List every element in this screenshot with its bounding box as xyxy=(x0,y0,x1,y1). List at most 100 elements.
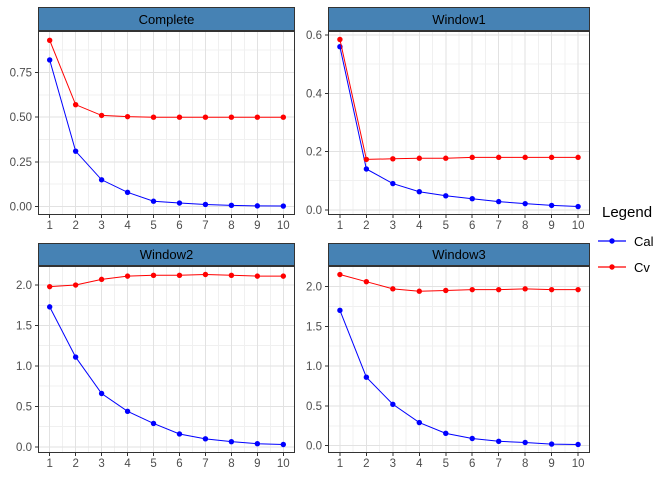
data-point-cv xyxy=(495,154,502,161)
facet-plot-area: 1 2 3 4 5 6 7 8 9 10 0.0 0.5 1.0 1.5 2.0 xyxy=(16,266,295,470)
data-point-cal xyxy=(548,202,555,209)
data-point-cal xyxy=(46,57,53,63)
x-axis-tick-label: 7 xyxy=(202,220,208,232)
legend: Legend Cal Cv xyxy=(597,204,672,280)
x-axis-tick-label: 1 xyxy=(46,458,52,470)
y-axis-tick-label: 2.0 xyxy=(306,281,322,293)
data-point-cal xyxy=(46,304,53,310)
data-point-cal xyxy=(443,193,449,199)
facet-strip: Window1 xyxy=(328,7,590,31)
data-point-cal xyxy=(280,203,287,209)
facet-title: Window3 xyxy=(432,247,486,262)
facet-strip: Window2 xyxy=(38,243,295,266)
series-line-cal xyxy=(49,306,284,445)
data-point-cal xyxy=(337,307,343,314)
series-line-cv xyxy=(339,274,579,292)
series-line-cal xyxy=(49,59,284,207)
data-point-cv xyxy=(495,286,502,293)
data-point-cv xyxy=(72,101,79,108)
data-point-cal xyxy=(416,419,423,426)
x-axis-tick-label: 2 xyxy=(363,220,369,232)
x-axis-tick-label: 3 xyxy=(390,220,396,232)
data-point-cal xyxy=(548,441,555,447)
data-point-cv xyxy=(469,286,475,293)
y-axis-tick-label: 0.4 xyxy=(306,88,323,100)
y-axis-tick-label: 0.0 xyxy=(306,205,322,217)
cal-line-key-icon xyxy=(598,238,626,244)
data-point-cal xyxy=(228,202,235,209)
data-point-cal xyxy=(98,177,105,183)
x-axis-tick-label: 7 xyxy=(495,220,501,232)
x-axis-tick-label: 8 xyxy=(228,220,234,232)
data-point-cv xyxy=(548,154,555,161)
y-axis-tick-label: 0.5 xyxy=(306,401,322,413)
x-axis-tick-label: 4 xyxy=(124,220,131,232)
x-axis-tick-label: 7 xyxy=(495,458,501,470)
x-axis-tick-label: 1 xyxy=(337,220,343,232)
data-point-cv xyxy=(46,283,53,290)
y-axis-tick-label: 0.0 xyxy=(16,442,32,454)
series-line-cv xyxy=(49,40,284,118)
series-line-cv xyxy=(49,273,284,288)
data-point-cal xyxy=(575,441,581,448)
data-point-cv xyxy=(228,114,235,120)
data-point-cal xyxy=(522,439,528,446)
data-point-cal xyxy=(495,438,502,444)
facet-strip: Complete xyxy=(38,7,295,31)
legend-entry-cv: Cv xyxy=(597,254,672,280)
data-point-cal xyxy=(280,441,287,448)
y-axis-tick-label: 1.0 xyxy=(16,361,32,373)
data-point-cv xyxy=(124,113,131,120)
data-point-cal xyxy=(469,195,475,202)
data-point-cal xyxy=(150,420,157,427)
x-axis-tick-label: 3 xyxy=(390,458,396,470)
x-axis-tick-label: 1 xyxy=(46,220,52,232)
data-point-cal xyxy=(124,189,131,195)
data-point-cv xyxy=(280,114,287,120)
data-point-cv xyxy=(150,114,157,120)
data-point-cal xyxy=(390,180,396,187)
facet-title: Window1 xyxy=(432,11,486,27)
data-point-cal xyxy=(72,354,79,360)
x-axis-tick-label: 6 xyxy=(176,220,182,232)
data-point-cv xyxy=(522,286,528,292)
data-point-cv xyxy=(522,154,528,161)
x-axis-tick-label: 8 xyxy=(522,458,528,470)
x-axis-tick-label: 5 xyxy=(150,220,156,232)
y-axis-tick-label: 0.50 xyxy=(10,112,32,124)
data-point-cv xyxy=(575,154,581,161)
facet-title: Complete xyxy=(138,11,195,27)
data-point-cv xyxy=(98,276,105,283)
data-point-cal xyxy=(202,436,209,442)
x-axis-tick-label: 2 xyxy=(363,458,369,470)
x-axis-tick-label: 4 xyxy=(124,458,131,470)
x-axis-tick-label: 8 xyxy=(228,458,234,470)
y-axis-tick-label: 0.0 xyxy=(306,441,322,453)
data-point-cal xyxy=(363,374,370,380)
x-axis-tick-label: 5 xyxy=(443,220,449,232)
x-axis-tick-label: 6 xyxy=(469,220,475,232)
y-axis-tick-label: 2.0 xyxy=(16,280,32,292)
data-point-cv xyxy=(176,114,183,120)
data-point-cv xyxy=(337,36,343,43)
data-point-cv xyxy=(363,278,370,285)
x-axis-tick-label: 3 xyxy=(98,458,104,470)
data-point-cal xyxy=(254,440,261,447)
data-point-cal xyxy=(469,435,475,442)
x-axis-tick-label: 9 xyxy=(548,220,554,232)
data-point-cal xyxy=(202,201,209,208)
x-axis-tick-label: 2 xyxy=(72,458,78,470)
facet-complete: Complete 1 2 3 4 5 6 7 8 9 10 0.00 0.25 0.50 0.75 xyxy=(0,0,300,240)
x-axis-tick-label: 9 xyxy=(548,458,554,470)
x-axis-tick-label: 4 xyxy=(416,220,423,232)
data-point-cal xyxy=(522,200,528,207)
data-point-cv xyxy=(280,273,287,279)
x-axis-tick-label: 5 xyxy=(150,458,156,470)
x-axis-tick-label: 2 xyxy=(72,220,78,232)
x-axis-tick-label: 6 xyxy=(176,458,182,470)
data-point-cal xyxy=(176,200,183,206)
series-line-cal xyxy=(339,310,579,445)
data-point-cal xyxy=(363,166,370,172)
y-axis-tick-label: 1.5 xyxy=(306,321,322,333)
y-axis-tick-label: 1.5 xyxy=(16,321,32,333)
